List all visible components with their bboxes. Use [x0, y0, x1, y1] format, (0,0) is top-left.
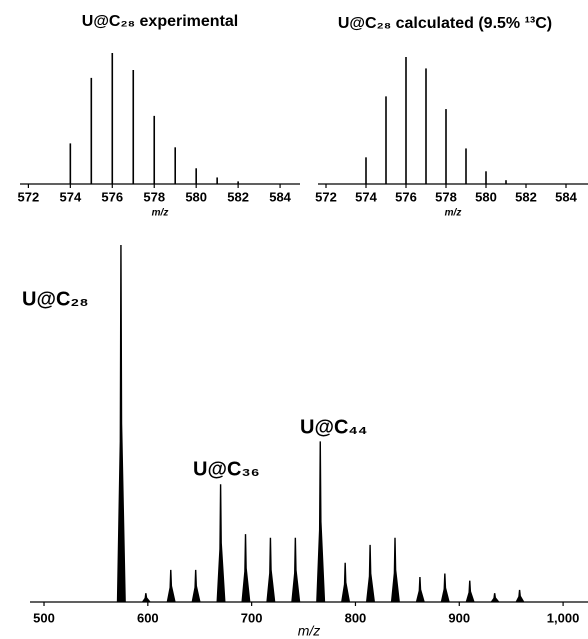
- spectrum-peak: [116, 245, 126, 602]
- x-tick-label: 578: [143, 189, 165, 204]
- x-tick-label: 576: [101, 189, 123, 204]
- spectrum-peak: [191, 569, 201, 602]
- x-tick-label: 800: [345, 610, 367, 625]
- spectrum-peak: [241, 534, 251, 602]
- chart-title: U@C₂₈ experimental: [82, 13, 238, 30]
- annotation: U@C₄₄: [300, 416, 367, 438]
- x-tick-label: 572: [18, 189, 40, 204]
- spectrum-peak: [415, 577, 425, 602]
- spectrum-peak: [465, 580, 475, 602]
- x-tick-label: 580: [185, 189, 207, 204]
- spectrum-peak: [266, 537, 276, 602]
- spectrum-peak: [515, 589, 525, 602]
- x-axis-label: m/z: [445, 208, 462, 219]
- x-tick-label: 584: [269, 189, 291, 204]
- x-tick-label: 584: [555, 189, 577, 204]
- x-tick-label: 572: [315, 189, 337, 204]
- x-axis-label: m/z: [152, 208, 169, 219]
- chart-title: U@C₂₈ calculated (9.5% ¹³C): [338, 15, 552, 32]
- x-tick-label: 580: [475, 189, 497, 204]
- spectrum-peak: [390, 537, 400, 602]
- x-axis-label: m/z: [298, 623, 321, 639]
- x-tick-label: 600: [137, 610, 159, 625]
- spectrum-peak: [341, 562, 351, 602]
- x-tick-label: 500: [33, 610, 55, 625]
- x-tick-label: 574: [355, 189, 377, 204]
- spectrum-peak: [490, 593, 500, 602]
- x-tick-label: 900: [448, 610, 470, 625]
- x-tick-label: 574: [59, 189, 81, 204]
- x-tick-label: 700: [241, 610, 263, 625]
- x-tick-label: 582: [515, 189, 537, 204]
- spectrum-peak: [291, 537, 301, 602]
- spectrum-peak: [166, 569, 176, 602]
- x-tick-label: 578: [435, 189, 457, 204]
- spectrum-peak: [141, 593, 151, 602]
- spectrum-peak: [216, 484, 226, 602]
- x-tick-label: 582: [227, 189, 249, 204]
- spectrum-peak: [365, 544, 375, 602]
- x-tick-label: 1,000: [547, 610, 580, 625]
- spectrum-peak: [316, 441, 326, 602]
- spectrum-peak: [440, 573, 450, 602]
- annotation: U@C₃₆: [193, 458, 260, 480]
- x-tick-label: 576: [395, 189, 417, 204]
- annotation: U@C₂₈: [22, 288, 89, 310]
